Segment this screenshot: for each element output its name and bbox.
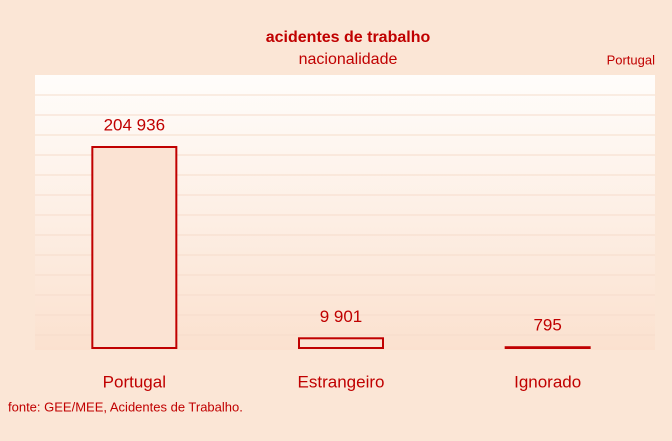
bar: [91, 146, 178, 349]
region-label: Portugal: [607, 52, 656, 67]
x-tick-label: Estrangeiro: [298, 372, 385, 391]
value-label: 9 901: [320, 307, 363, 326]
chart-title: acidentes de trabalho: [266, 29, 431, 46]
value-label: 204 936: [104, 115, 165, 134]
source: fonte: GEE/MEE, Acidentes de Trabalho.: [8, 399, 243, 414]
x-tick-label: Ignorado: [514, 372, 581, 391]
chart-subtitle: nacionalidade: [299, 51, 398, 68]
bar: [298, 337, 384, 349]
bar: [504, 346, 591, 350]
x-tick-label: Portugal: [103, 372, 166, 391]
value-label: 795: [533, 316, 561, 335]
